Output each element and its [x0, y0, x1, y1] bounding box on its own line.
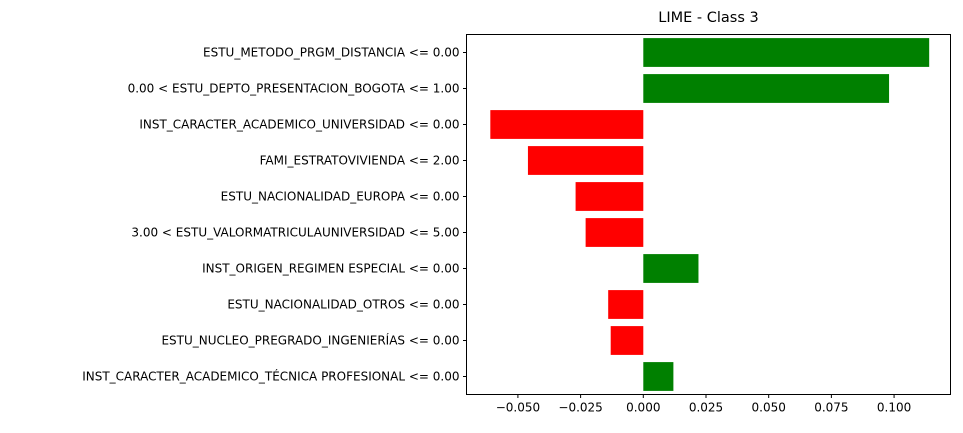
x-axis-ticks: −0.050 −0.025 0.000 0.025 0.050 0.075 0.100 — [496, 394, 911, 415]
x-tick-label: 0.100 — [877, 401, 911, 415]
bar-5 — [575, 182, 644, 211]
y-tick-label: INST_CARACTER_ACADEMICO_UNIVERSIDAD <= 0… — [139, 118, 459, 132]
y-tick-label: ESTU_NUCLEO_PREGRADO_INGENIERÍAS <= 0.00 — [161, 333, 459, 348]
y-tick-label: INST_ORIGEN_REGIMEN ESPECIAL <= 0.00 — [202, 262, 459, 276]
y-tick-label: FAMI_ESTRATOVIVIENDA <= 2.00 — [260, 154, 460, 168]
y-tick-label: ESTU_NACIONALIDAD_OTROS <= 0.00 — [227, 298, 459, 312]
bar-9 — [610, 326, 644, 355]
x-tick-label: −0.050 — [496, 401, 540, 415]
plot-frame — [466, 34, 951, 395]
x-tick-label: −0.025 — [558, 401, 602, 415]
y-tick-label: INST_CARACTER_ACADEMICO_TÉCNICA PROFESIO… — [82, 369, 459, 384]
y-axis-ticks: ESTU_METODO_PRGM_DISTANCIA <= 0.00 0.00 <… — [82, 46, 467, 384]
x-tick-label: 0.050 — [752, 401, 786, 415]
bar-8 — [608, 290, 644, 319]
y-tick-label: 0.00 < ESTU_DEPTO_PRESENTACION_BOGOTA <=… — [128, 82, 460, 96]
x-tick-label: 0.000 — [626, 401, 660, 415]
bar-6 — [585, 218, 644, 247]
bar-7 — [643, 254, 699, 283]
bar-3 — [490, 110, 644, 139]
bar-1 — [643, 38, 930, 67]
x-tick-label: 0.075 — [814, 401, 848, 415]
x-tick-label: 0.025 — [689, 401, 723, 415]
bar-10 — [643, 362, 674, 391]
bar-2 — [643, 74, 890, 103]
y-tick-label: 3.00 < ESTU_VALORMATRICULAUNIVERSIDAD <=… — [131, 226, 459, 240]
y-tick-label: ESTU_NACIONALIDAD_EUROPA <= 0.00 — [221, 190, 460, 204]
y-tick-label: ESTU_METODO_PRGM_DISTANCIA <= 0.00 — [203, 46, 460, 60]
bars-group — [490, 38, 930, 391]
chart-title: LIME - Class 3 — [658, 10, 758, 26]
bar-4 — [527, 146, 644, 175]
